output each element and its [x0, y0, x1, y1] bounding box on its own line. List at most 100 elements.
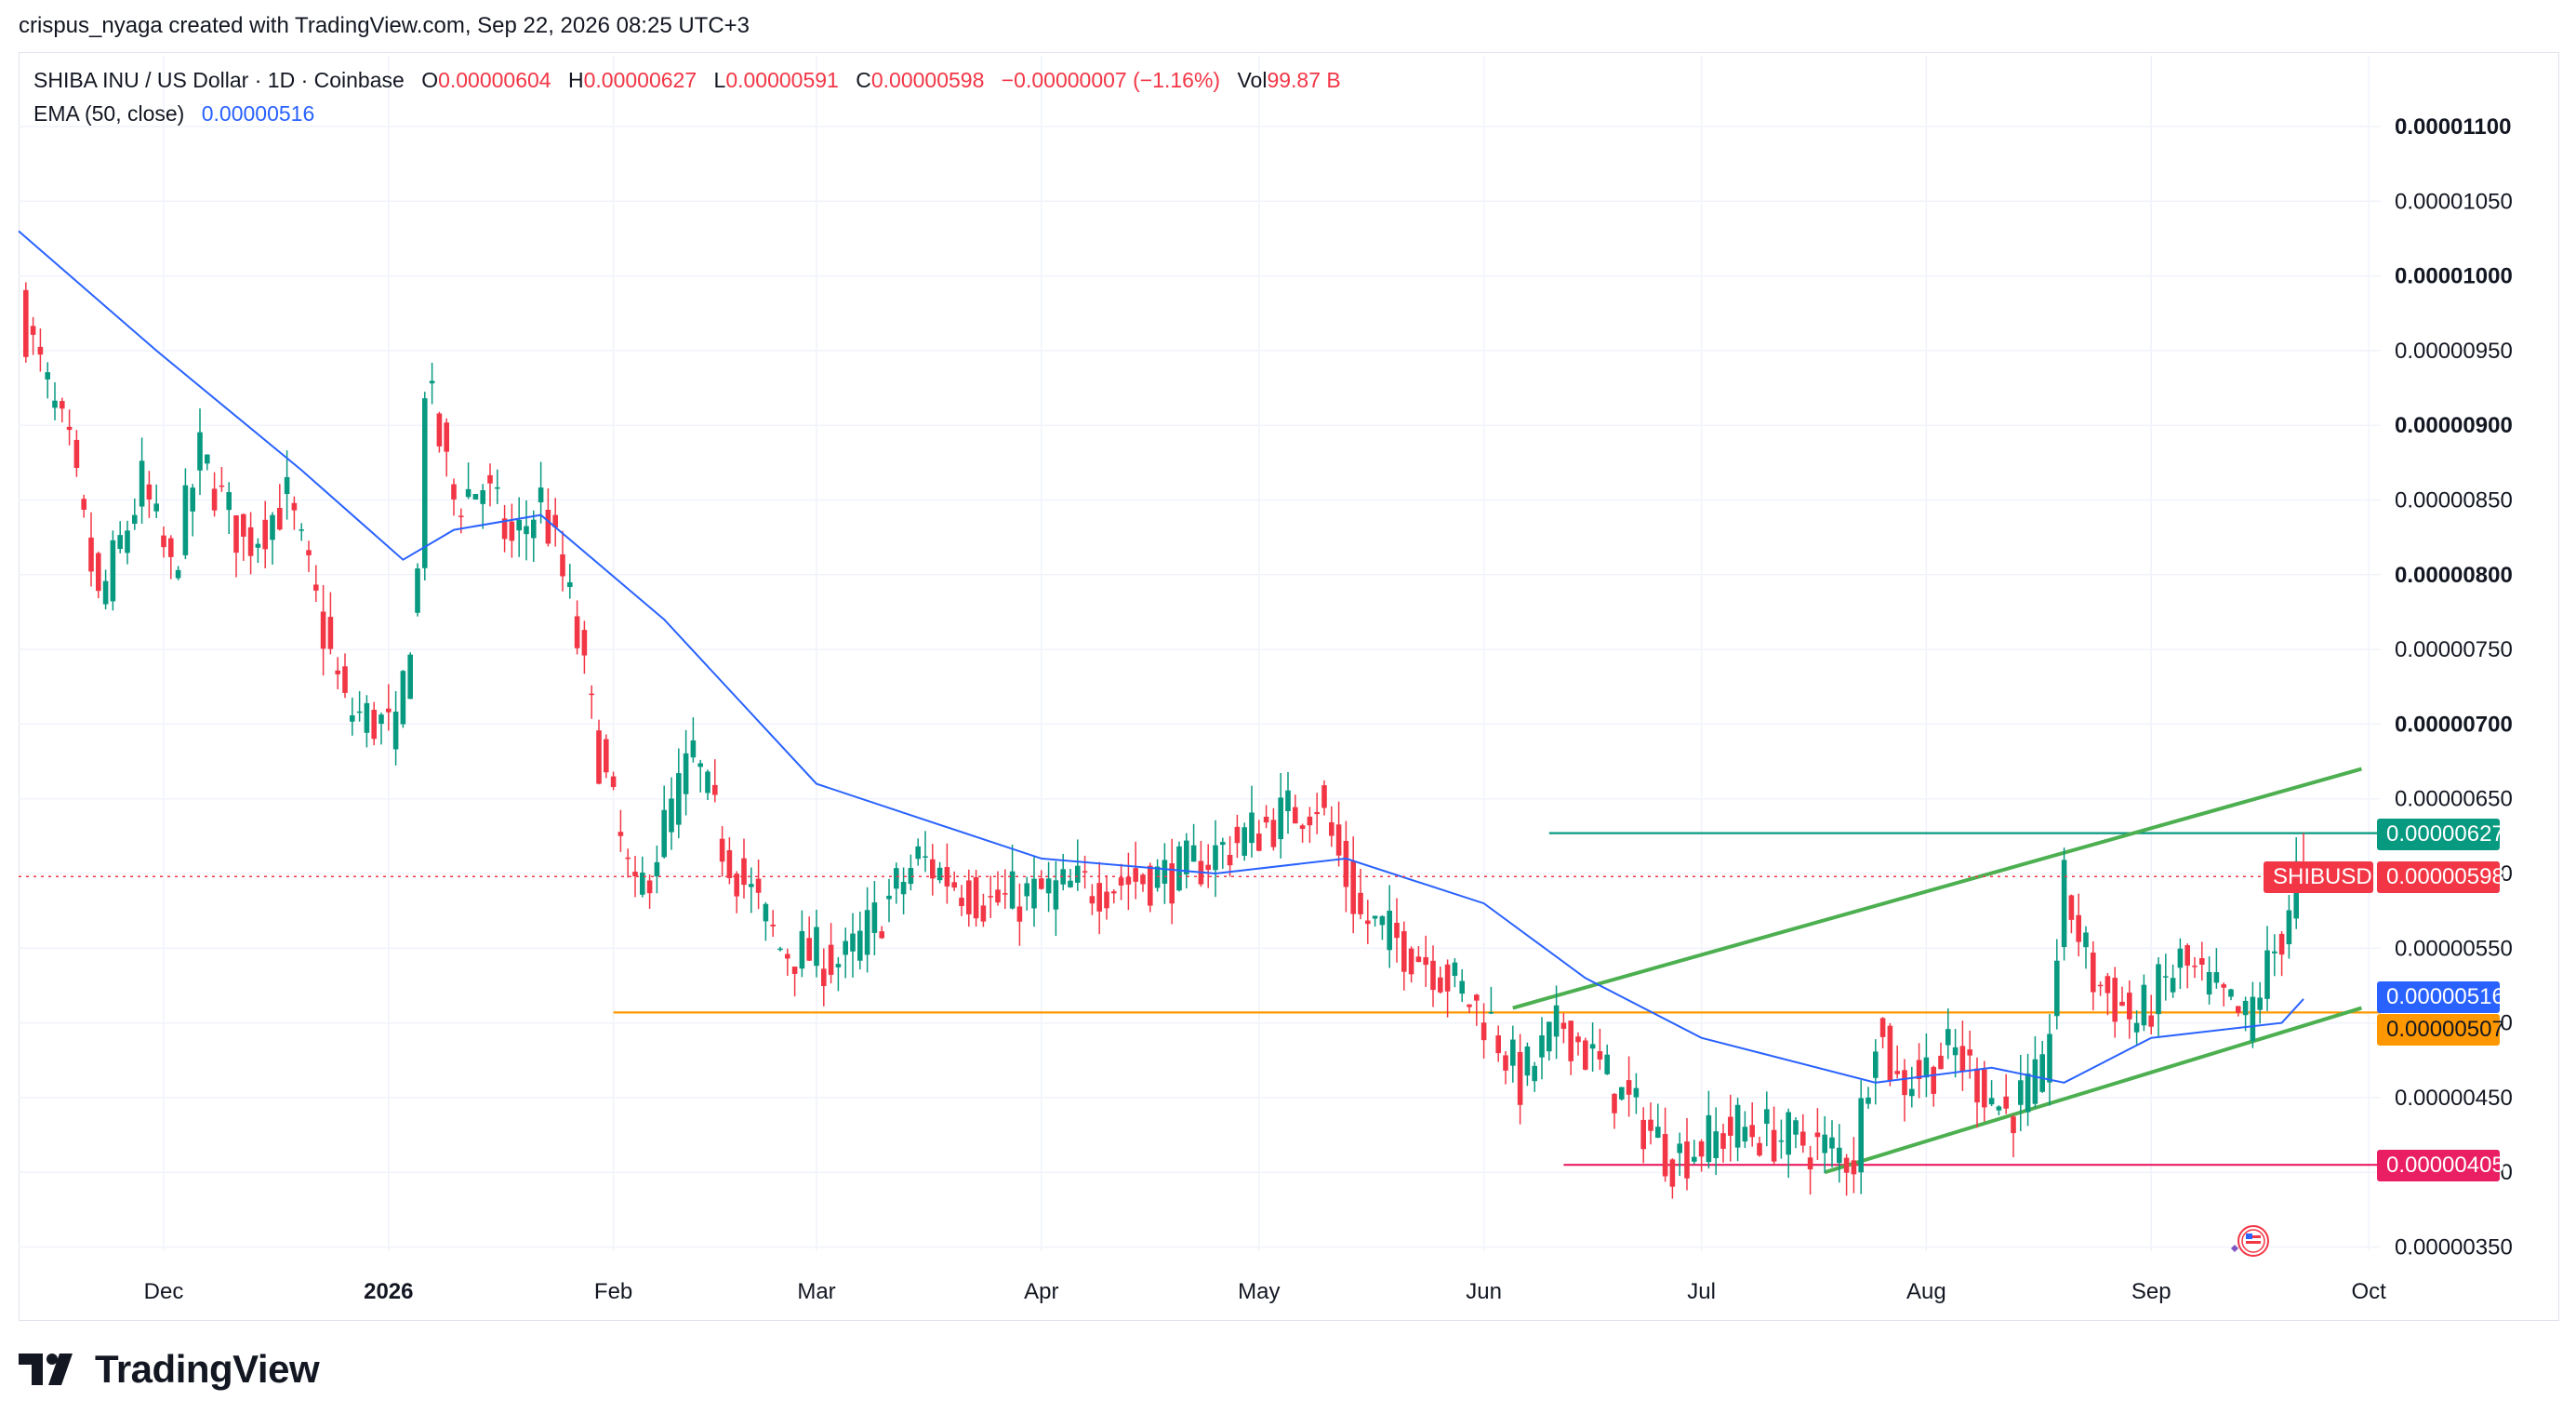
candle — [1307, 807, 1313, 844]
candle — [2068, 894, 2075, 934]
candle — [1677, 1132, 1682, 1177]
candle — [1444, 959, 1451, 1018]
candle — [81, 494, 86, 518]
ema-label[interactable]: EMA (50, close) — [33, 101, 185, 126]
support-price-tag: 0.00000507 — [2377, 1014, 2504, 1046]
x-tick-label: Apr — [1024, 1279, 1058, 1304]
candle — [1952, 1029, 1959, 1078]
price-chart[interactable]: 0.00001100 0.00001050 0.00001000 0.00000950… — [0, 0, 2576, 1321]
candle — [320, 584, 326, 676]
candle — [2076, 893, 2081, 957]
candle — [1742, 1111, 1748, 1149]
candle — [335, 657, 340, 690]
candle — [596, 719, 602, 785]
candle — [741, 838, 747, 899]
candle — [1104, 874, 1109, 920]
candle — [1111, 889, 1117, 904]
candle — [900, 867, 907, 914]
candle — [604, 734, 609, 779]
candle — [378, 712, 384, 745]
open-value: 0.00000604 — [438, 68, 551, 92]
candle — [973, 870, 979, 927]
candle — [37, 328, 44, 372]
candle — [1734, 1098, 1741, 1162]
candle — [284, 450, 290, 520]
candle — [1372, 915, 1378, 927]
candle — [1807, 1145, 1813, 1195]
candle — [1503, 1050, 1508, 1085]
candle — [1176, 841, 1182, 892]
candle — [1938, 1042, 1944, 1070]
candle — [640, 856, 645, 898]
candle — [1692, 1140, 1697, 1165]
candle — [1394, 898, 1400, 963]
candle — [697, 759, 703, 793]
candle — [806, 916, 812, 962]
candle — [1024, 876, 1029, 911]
candle — [247, 512, 254, 575]
candle — [1003, 869, 1008, 910]
candle — [2156, 957, 2161, 1038]
candle — [1720, 1124, 1726, 1163]
candle — [1879, 1017, 1886, 1048]
candle — [1068, 869, 1073, 888]
ema-row: EMA (50, close) 0.00000516 — [33, 97, 1341, 130]
candle — [2170, 964, 2176, 998]
candle — [1959, 1020, 1966, 1091]
candle — [1851, 1137, 1857, 1194]
candle — [857, 911, 863, 970]
candle — [306, 540, 312, 572]
candle — [1706, 1090, 1712, 1169]
candle — [705, 769, 710, 800]
candle — [1335, 801, 1342, 867]
candle — [1604, 1044, 1610, 1075]
candle — [1293, 794, 1298, 824]
candle — [1481, 1003, 1487, 1059]
candle — [545, 487, 551, 547]
candle — [1553, 985, 1560, 1060]
candle — [465, 462, 471, 500]
candle — [270, 512, 275, 565]
candle — [574, 600, 580, 655]
candle — [436, 411, 443, 453]
candle — [1184, 833, 1189, 889]
candle — [1894, 1045, 1900, 1079]
candle — [1539, 1017, 1545, 1080]
candle — [552, 498, 558, 547]
candle — [661, 785, 667, 859]
candle — [1198, 840, 1204, 887]
candle — [2242, 996, 2249, 1032]
candle — [110, 530, 116, 611]
candle — [444, 418, 449, 477]
candle — [415, 563, 420, 617]
symbol-title[interactable]: SHIBA INU / US Dollar · 1D · Coinbase — [33, 68, 405, 92]
chart-legend: SHIBA INU / US Dollar · 1D · Coinbase O0… — [33, 63, 1341, 130]
candle — [2119, 986, 2125, 1007]
candle — [1350, 836, 1356, 934]
tradingview-wordmark: TradingView — [95, 1347, 320, 1391]
candle — [371, 701, 377, 746]
candle — [908, 854, 914, 891]
candle — [197, 408, 203, 495]
candle — [589, 685, 594, 719]
candle — [501, 504, 508, 553]
candle — [52, 381, 58, 420]
candle — [241, 513, 246, 561]
high-label: H — [567, 68, 584, 92]
candle — [2091, 940, 2096, 1011]
candle — [2003, 1074, 2009, 1114]
y-tick-label: 0.00000900 — [2395, 413, 2513, 438]
candle — [2250, 981, 2256, 1048]
candle — [966, 869, 972, 927]
candle — [1242, 822, 1247, 861]
candle — [531, 510, 537, 563]
candle — [1213, 820, 1218, 898]
candle — [654, 845, 660, 894]
candle — [350, 697, 355, 736]
y-axis: 0.00001100 0.00001050 0.00001000 0.00000950… — [2395, 114, 2513, 1260]
candle — [2278, 930, 2285, 977]
candle — [342, 653, 348, 699]
candle — [581, 620, 588, 674]
tradingview-logo[interactable]: TradingView — [19, 1347, 320, 1392]
symbol-tag: SHIBUSD — [2264, 861, 2373, 893]
